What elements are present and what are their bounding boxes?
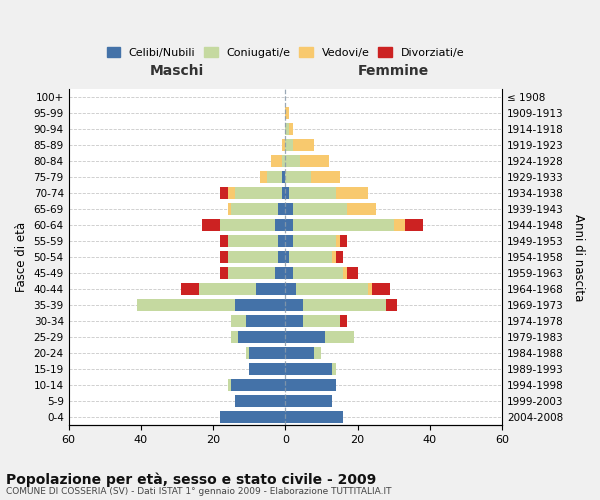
Bar <box>289 251 332 263</box>
Bar <box>293 235 336 247</box>
Bar <box>245 347 249 359</box>
Bar <box>235 396 286 407</box>
Bar <box>340 315 347 327</box>
Bar <box>282 155 286 167</box>
Bar <box>286 380 336 392</box>
Bar <box>286 315 304 327</box>
Bar <box>282 171 286 183</box>
Y-axis label: Anni di nascita: Anni di nascita <box>572 214 585 301</box>
Bar <box>282 187 286 199</box>
Bar <box>275 219 286 231</box>
Bar <box>336 187 368 199</box>
Bar <box>286 299 304 311</box>
Text: COMUNE DI COSSERIA (SV) - Dati ISTAT 1° gennaio 2009 - Elaborazione TUTTITALIA.I: COMUNE DI COSSERIA (SV) - Dati ISTAT 1° … <box>6 486 392 496</box>
Bar <box>340 235 347 247</box>
Bar <box>286 267 293 279</box>
Bar <box>202 219 220 231</box>
Bar <box>278 235 286 247</box>
Bar <box>220 235 227 247</box>
Bar <box>286 139 293 151</box>
Bar <box>332 251 336 263</box>
Bar <box>235 187 282 199</box>
Bar <box>220 187 227 199</box>
Bar <box>293 267 343 279</box>
Bar <box>286 171 311 183</box>
Bar <box>347 267 358 279</box>
Bar <box>394 219 404 231</box>
Bar <box>286 412 343 424</box>
Bar <box>296 283 368 295</box>
Bar <box>286 283 296 295</box>
Text: Maschi: Maschi <box>150 64 204 78</box>
Bar <box>227 187 235 199</box>
Bar <box>286 107 289 119</box>
Bar <box>304 299 386 311</box>
Bar <box>256 283 286 295</box>
Bar <box>282 139 286 151</box>
Bar <box>271 155 282 167</box>
Bar <box>343 267 347 279</box>
Bar <box>347 203 376 215</box>
Bar <box>286 155 300 167</box>
Bar <box>245 315 286 327</box>
Bar <box>238 331 286 343</box>
Bar <box>314 347 322 359</box>
Bar <box>286 187 289 199</box>
Bar <box>181 283 199 295</box>
Y-axis label: Fasce di età: Fasce di età <box>15 222 28 292</box>
Bar <box>286 219 293 231</box>
Bar <box>286 363 332 376</box>
Bar <box>227 235 278 247</box>
Bar <box>286 331 325 343</box>
Bar <box>386 299 397 311</box>
Bar <box>275 267 286 279</box>
Bar <box>220 219 275 231</box>
Bar <box>278 251 286 263</box>
Bar <box>227 267 275 279</box>
Bar <box>137 299 235 311</box>
Bar <box>332 363 336 376</box>
Bar <box>268 171 282 183</box>
Bar <box>286 203 293 215</box>
Bar <box>286 251 289 263</box>
Bar <box>311 171 340 183</box>
Bar <box>278 203 286 215</box>
Bar <box>286 347 314 359</box>
Bar <box>325 331 354 343</box>
Bar <box>220 267 227 279</box>
Bar <box>231 315 245 327</box>
Text: Femmine: Femmine <box>358 64 430 78</box>
Bar <box>289 187 336 199</box>
Bar <box>227 251 278 263</box>
Bar <box>372 283 390 295</box>
Bar <box>336 251 343 263</box>
Bar <box>220 412 286 424</box>
Bar <box>293 219 394 231</box>
Text: Popolazione per età, sesso e stato civile - 2009: Popolazione per età, sesso e stato civil… <box>6 472 376 487</box>
Legend: Celibi/Nubili, Coniugati/e, Vedovi/e, Divorziati/e: Celibi/Nubili, Coniugati/e, Vedovi/e, Di… <box>102 42 469 62</box>
Bar <box>286 123 289 135</box>
Bar <box>249 347 286 359</box>
Bar <box>289 123 293 135</box>
Bar <box>235 299 286 311</box>
Bar <box>368 283 372 295</box>
Bar <box>231 380 286 392</box>
Bar <box>286 396 332 407</box>
Bar <box>227 380 231 392</box>
Bar <box>231 331 238 343</box>
Bar <box>220 251 227 263</box>
Bar <box>199 283 256 295</box>
Bar <box>293 139 314 151</box>
Bar <box>260 171 268 183</box>
Bar <box>404 219 422 231</box>
Bar <box>227 203 231 215</box>
Bar <box>286 235 293 247</box>
Bar <box>336 235 340 247</box>
Bar <box>249 363 286 376</box>
Bar <box>304 315 340 327</box>
Bar <box>293 203 347 215</box>
Bar <box>300 155 329 167</box>
Bar <box>231 203 278 215</box>
